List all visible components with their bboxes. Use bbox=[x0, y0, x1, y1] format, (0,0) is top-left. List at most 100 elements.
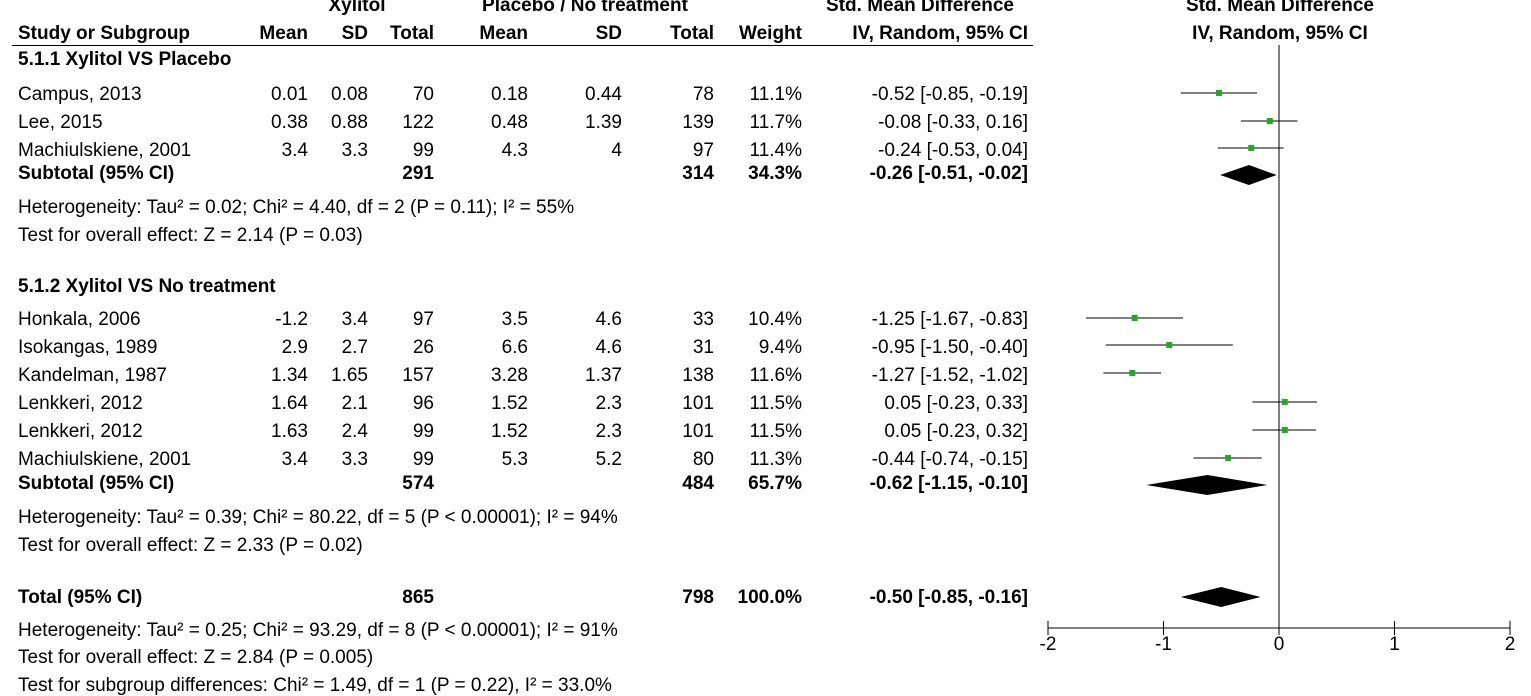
subgroup-title: 5.1.1 Xylitol VS Placebo bbox=[18, 49, 232, 70]
study-name: Campus, 2013 bbox=[18, 84, 142, 105]
mean2: 1.52 bbox=[491, 421, 528, 442]
subgroup-title: 5.1.2 Xylitol VS No treatment bbox=[18, 276, 276, 297]
subtotal-total1: 574 bbox=[402, 473, 434, 494]
sd2: 1.37 bbox=[585, 365, 622, 386]
weight: 11.7% bbox=[749, 112, 802, 133]
sd1: 2.7 bbox=[341, 337, 368, 358]
col-study: Study or Subgroup bbox=[18, 23, 191, 44]
total2: 33 bbox=[692, 309, 714, 330]
pooled-diamond bbox=[1180, 587, 1261, 607]
study-name: Machiulskiene, 2001 bbox=[18, 449, 192, 470]
total-heterogeneity-text: Heterogeneity: Tau² = 0.25; Chi² = 93.29… bbox=[18, 620, 618, 641]
x-tick-label: -1 bbox=[1155, 634, 1172, 655]
mean2: 6.6 bbox=[501, 337, 528, 358]
mean2: 0.18 bbox=[491, 84, 528, 105]
effect-ci: -0.95 [-1.50, -0.40] bbox=[871, 337, 1028, 358]
sd1: 0.08 bbox=[331, 84, 368, 105]
sd2: 5.2 bbox=[595, 449, 622, 470]
sd2: 2.3 bbox=[595, 421, 622, 442]
study-point bbox=[1166, 342, 1173, 348]
total2: 101 bbox=[682, 393, 714, 414]
plot-method: IV, Random, 95% CI bbox=[1192, 23, 1368, 44]
subtotal-total2: 484 bbox=[682, 473, 714, 494]
study-point bbox=[1281, 399, 1288, 405]
total-ci: -0.50 [-0.85, -0.16] bbox=[869, 587, 1028, 608]
weight: 10.4% bbox=[748, 309, 802, 330]
sd2: 4.6 bbox=[595, 309, 622, 330]
weight: 11.3% bbox=[749, 449, 802, 470]
heterogeneity-text: Heterogeneity: Tau² = 0.02; Chi² = 4.40,… bbox=[18, 197, 575, 218]
x-tick-label: 0 bbox=[1274, 634, 1285, 655]
sd2: 4 bbox=[611, 140, 622, 161]
x-tick-label: -2 bbox=[1040, 634, 1057, 655]
subtotal-total2: 314 bbox=[682, 163, 714, 184]
subtotal-label: Subtotal (95% CI) bbox=[18, 163, 175, 184]
effect-ci: -0.52 [-0.85, -0.19] bbox=[871, 84, 1028, 105]
study-name: Lenkkeri, 2012 bbox=[18, 421, 143, 442]
mean1: 2.9 bbox=[281, 337, 308, 358]
total2: 139 bbox=[682, 112, 714, 133]
mean2: 5.3 bbox=[501, 449, 528, 470]
total2: 80 bbox=[692, 449, 714, 470]
mean1: 1.34 bbox=[271, 365, 308, 386]
mean1: 0.38 bbox=[271, 112, 308, 133]
total2: 138 bbox=[682, 365, 714, 386]
weight: 11.4% bbox=[749, 140, 802, 161]
study-name: Honkala, 2006 bbox=[18, 309, 141, 330]
weight: 11.5% bbox=[749, 393, 802, 414]
col-mean2: Mean bbox=[479, 23, 528, 44]
col-mean1: Mean bbox=[259, 23, 308, 44]
effect-ci: -1.27 [-1.52, -1.02] bbox=[871, 365, 1028, 386]
study-point bbox=[1225, 455, 1232, 461]
study-point bbox=[1215, 90, 1222, 96]
mean2: 3.28 bbox=[491, 365, 528, 386]
total-label: Total (95% CI) bbox=[18, 587, 143, 608]
group1-header: Xylitol bbox=[328, 0, 386, 16]
mean1: 3.4 bbox=[281, 140, 308, 161]
study-name: Lenkkeri, 2012 bbox=[18, 393, 143, 414]
mean2: 3.5 bbox=[501, 309, 528, 330]
col-total1: Total bbox=[390, 23, 434, 44]
group2-header: Placebo / No treatment bbox=[482, 0, 688, 16]
pooled-diamond bbox=[1146, 475, 1268, 495]
sd1: 3.3 bbox=[341, 140, 368, 161]
col-sd2: SD bbox=[595, 23, 622, 44]
total1: 26 bbox=[412, 337, 434, 358]
study-name: Kandelman, 1987 bbox=[18, 365, 167, 386]
subtotal-weight: 65.7% bbox=[748, 473, 802, 494]
effect-ci: 0.05 [-0.23, 0.33] bbox=[884, 393, 1028, 414]
weight: 9.4% bbox=[758, 337, 802, 358]
total2: 97 bbox=[692, 140, 714, 161]
sd1: 0.88 bbox=[331, 112, 368, 133]
subgroup-differences-text: Test for subgroup differences: Chi² = 1.… bbox=[18, 675, 612, 696]
overall-effect-text: Test for overall effect: Z = 2.14 (P = 0… bbox=[18, 225, 363, 246]
total1: 122 bbox=[402, 112, 434, 133]
mean1: 0.01 bbox=[271, 84, 308, 105]
effect-ci: -1.25 [-1.67, -0.83] bbox=[871, 309, 1028, 330]
total1: 96 bbox=[412, 393, 434, 414]
sd1: 2.1 bbox=[341, 393, 368, 414]
total-weight: 100.0% bbox=[737, 587, 802, 608]
effect-ci: -0.24 [-0.53, 0.04] bbox=[878, 140, 1028, 161]
subtotal-total1: 291 bbox=[402, 163, 434, 184]
col-effect-method: IV, Random, 95% CI bbox=[852, 23, 1028, 44]
total1: 97 bbox=[412, 309, 434, 330]
weight: 11.1% bbox=[749, 84, 802, 105]
subtotal-label: Subtotal (95% CI) bbox=[18, 473, 175, 494]
weight: 11.6% bbox=[749, 365, 802, 386]
mean1: 1.64 bbox=[271, 393, 308, 414]
study-point bbox=[1129, 370, 1136, 376]
total2: 31 bbox=[692, 337, 714, 358]
sd2: 0.44 bbox=[585, 84, 622, 105]
mean2: 1.52 bbox=[491, 393, 528, 414]
mean1: 1.63 bbox=[271, 421, 308, 442]
study-point bbox=[1248, 145, 1255, 151]
study-point bbox=[1281, 427, 1288, 433]
sd2: 1.39 bbox=[585, 112, 622, 133]
total1: 99 bbox=[412, 421, 434, 442]
pooled-diamond bbox=[1220, 165, 1277, 185]
sd2: 4.6 bbox=[595, 337, 622, 358]
sd2: 2.3 bbox=[595, 393, 622, 414]
study-name: Machiulskiene, 2001 bbox=[18, 140, 192, 161]
